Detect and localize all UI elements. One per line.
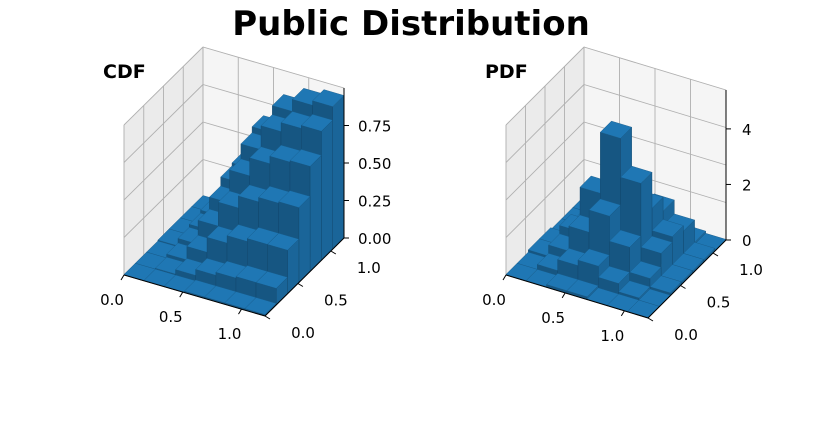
y-tick: [647, 317, 654, 322]
bar-surface: [123, 88, 345, 317]
z-tick-label: 0.00: [358, 230, 391, 248]
figure-title: Public Distribution: [232, 4, 590, 44]
z-tick-label: 0.75: [358, 118, 391, 136]
x-tick-label: 1.0: [218, 325, 242, 343]
x-tick: [620, 310, 625, 317]
cdf-subplot-title: CDF: [103, 61, 146, 83]
bar-surface: [505, 120, 727, 319]
pdf-subplot-title: PDF: [485, 61, 528, 83]
surface-bar: [566, 279, 599, 301]
y-tick: [680, 285, 686, 289]
y-tick-label: 1.0: [357, 259, 381, 277]
surface-bar: [597, 265, 631, 296]
y-tick-label: 0.5: [324, 292, 348, 310]
y-tick: [297, 283, 304, 287]
z-tick-label: 0.25: [358, 193, 391, 211]
z-tick-label: 0.50: [358, 155, 391, 173]
x-tick: [561, 292, 566, 299]
y-tick-label: 0.5: [707, 294, 731, 312]
wall-gridline: [123, 84, 204, 163]
z-tick-label: 2: [742, 176, 752, 194]
y-tick: [712, 252, 719, 257]
x-tick: [502, 274, 507, 281]
z-tick-label: 0: [742, 232, 752, 250]
wall-gridline: [505, 121, 585, 201]
cdf-3d-plot: 0.0 0.5 1.0 0.0 0.5 1.0 0.00 0.25 0.50 0.75: [100, 46, 391, 344]
y-tick-label: 1.0: [739, 261, 763, 279]
axes: [120, 88, 349, 320]
y-tick: [264, 315, 271, 320]
wall-gridline: [583, 46, 727, 91]
y-tick-label: 0.0: [291, 324, 315, 342]
wall-gridline: [202, 46, 345, 89]
y-tick-label: 0.0: [674, 326, 698, 344]
x-tick-label: 0.0: [100, 291, 124, 309]
surface-bar: [629, 260, 662, 291]
wall-gridline: [505, 84, 585, 163]
y-tick: [330, 250, 337, 255]
x-tick-label: 1.0: [600, 327, 624, 345]
wall-gridline: [123, 121, 204, 201]
z-tick-label: 4: [742, 121, 752, 139]
tick-labels: 0.0 0.5 1.0 0.0 0.5 1.0 0.00 0.25 0.50 0.75: [100, 118, 391, 344]
pdf-3d-plot: 0.0 0.5 1.0 0.0 0.5 1.0 0 2 4: [482, 46, 763, 345]
tick-labels: 0.0 0.5 1.0 0.0 0.5 1.0 0 2 4: [482, 121, 763, 345]
wall-gridline: [123, 46, 204, 126]
x-tick-label: 0.5: [159, 308, 183, 326]
x-tick: [238, 308, 242, 315]
x-tick-label: 0.5: [541, 309, 565, 327]
x-tick: [179, 291, 184, 298]
axes: [502, 90, 731, 322]
wall-gridline: [583, 84, 727, 128]
x-tick: [120, 274, 125, 281]
x-tick-label: 0.0: [482, 291, 506, 309]
surface-bar: [255, 271, 288, 306]
wall-gridline: [505, 46, 585, 126]
